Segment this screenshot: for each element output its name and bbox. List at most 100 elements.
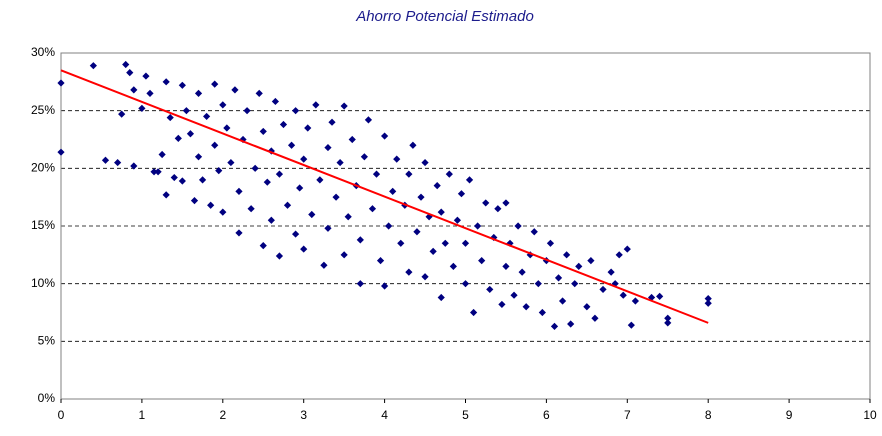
point <box>267 147 275 155</box>
point <box>207 201 215 209</box>
point <box>465 176 474 184</box>
point <box>385 222 393 230</box>
point <box>469 308 478 317</box>
point <box>558 297 567 305</box>
point <box>518 268 526 276</box>
point <box>389 187 397 195</box>
point <box>623 245 631 253</box>
point <box>340 251 348 259</box>
point <box>449 262 457 270</box>
point <box>320 261 328 269</box>
x-tick-label: 5 <box>462 408 469 422</box>
point <box>243 107 251 115</box>
point <box>534 280 542 288</box>
point <box>506 239 514 247</box>
point <box>348 135 356 144</box>
point <box>631 297 639 305</box>
x-tick-label: 7 <box>624 408 631 422</box>
point <box>138 104 146 112</box>
point <box>360 153 368 161</box>
point <box>607 268 615 276</box>
point <box>312 101 320 109</box>
point <box>393 155 401 163</box>
point <box>567 320 575 328</box>
point <box>316 176 324 184</box>
point <box>356 280 364 288</box>
y-tick-label: 20% <box>31 161 55 175</box>
point <box>704 295 712 303</box>
x-tick-label: 0 <box>58 408 65 422</box>
point <box>461 239 470 247</box>
point <box>142 72 150 80</box>
point <box>474 222 482 230</box>
x-tick-label: 3 <box>300 408 307 422</box>
point <box>486 285 494 294</box>
point <box>259 127 267 136</box>
point <box>575 262 583 270</box>
point <box>405 268 413 276</box>
point <box>514 222 522 230</box>
point <box>429 247 437 255</box>
point <box>308 210 316 219</box>
x-tick-label: 8 <box>705 408 712 422</box>
point <box>235 187 243 195</box>
point <box>611 280 619 288</box>
point <box>405 170 413 178</box>
point <box>126 69 134 77</box>
x-tick-label: 1 <box>139 408 146 422</box>
point <box>437 208 445 216</box>
point <box>162 191 170 199</box>
point <box>279 120 288 129</box>
point <box>130 86 138 94</box>
point <box>211 80 219 88</box>
point <box>340 102 348 110</box>
point <box>510 291 518 299</box>
y-tick-label: 5% <box>38 334 56 348</box>
y-tick-label: 15% <box>31 218 55 232</box>
point <box>292 230 300 238</box>
point <box>368 205 377 213</box>
point <box>356 236 364 244</box>
point <box>231 86 239 94</box>
point <box>627 321 635 329</box>
point <box>263 178 271 186</box>
point <box>89 62 97 70</box>
point <box>417 193 425 201</box>
point <box>198 176 207 184</box>
point <box>190 197 199 205</box>
point <box>166 113 174 122</box>
point <box>538 308 546 317</box>
point <box>275 252 284 260</box>
point <box>421 158 429 167</box>
point <box>178 177 186 185</box>
point <box>267 216 275 224</box>
point <box>563 251 571 259</box>
point <box>219 208 227 216</box>
point <box>433 182 441 190</box>
trend-line <box>60 69 709 324</box>
point <box>457 190 466 198</box>
point <box>300 245 308 253</box>
point <box>271 97 279 106</box>
point <box>227 158 235 167</box>
point <box>283 201 292 209</box>
point <box>324 143 332 152</box>
point <box>647 293 656 302</box>
point <box>421 273 429 281</box>
point <box>587 257 595 265</box>
point <box>554 274 563 282</box>
chart-title: Ahorro Potencial Estimado <box>355 8 534 25</box>
point <box>215 167 223 175</box>
point <box>478 257 486 265</box>
point <box>296 184 304 192</box>
point <box>591 314 599 322</box>
point <box>409 141 417 149</box>
point <box>619 291 627 299</box>
point <box>332 193 340 201</box>
point <box>364 116 373 124</box>
point <box>186 130 195 138</box>
point <box>583 303 591 311</box>
point <box>550 322 559 330</box>
point <box>502 262 510 270</box>
